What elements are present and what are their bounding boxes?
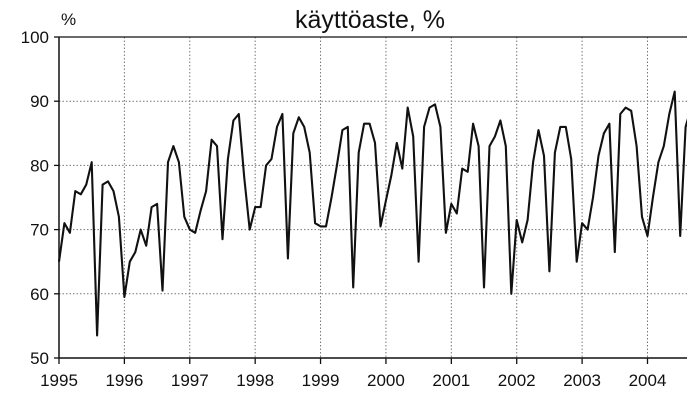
y-tick-label: 80 — [30, 156, 49, 175]
x-tick-label: 1998 — [236, 371, 274, 390]
x-tick-label: 2000 — [367, 371, 405, 390]
axes — [54, 36, 687, 364]
x-tick-labels: 1995 1996 1997 1998 1999 2000 2001 2002 2003 2004 — [40, 371, 666, 390]
x-tick-label: 1999 — [302, 371, 340, 390]
y-tick-label: 90 — [30, 92, 49, 111]
series-line-0 — [57, 90, 687, 337]
x-tick-label: 2004 — [629, 371, 667, 390]
y-tick-label: 60 — [30, 285, 49, 304]
x-tick-label: 2001 — [432, 371, 470, 390]
x-tick-label: 2003 — [563, 371, 601, 390]
x-tick-label: 1996 — [105, 371, 143, 390]
chart-title: käyttöaste, % — [295, 6, 445, 34]
y-tick-label: 70 — [30, 221, 49, 240]
y-tick-label: 100 — [21, 28, 49, 47]
y-tick-label: 50 — [30, 349, 49, 368]
x-tick-label: 2002 — [498, 371, 536, 390]
y-axis-unit-label: % — [61, 10, 76, 29]
x-tick-label: 1997 — [171, 371, 209, 390]
x-tick-label: 1995 — [40, 371, 78, 390]
series-layer — [57, 90, 687, 337]
y-tick-labels: 50 60 70 80 90 100 — [21, 28, 49, 368]
